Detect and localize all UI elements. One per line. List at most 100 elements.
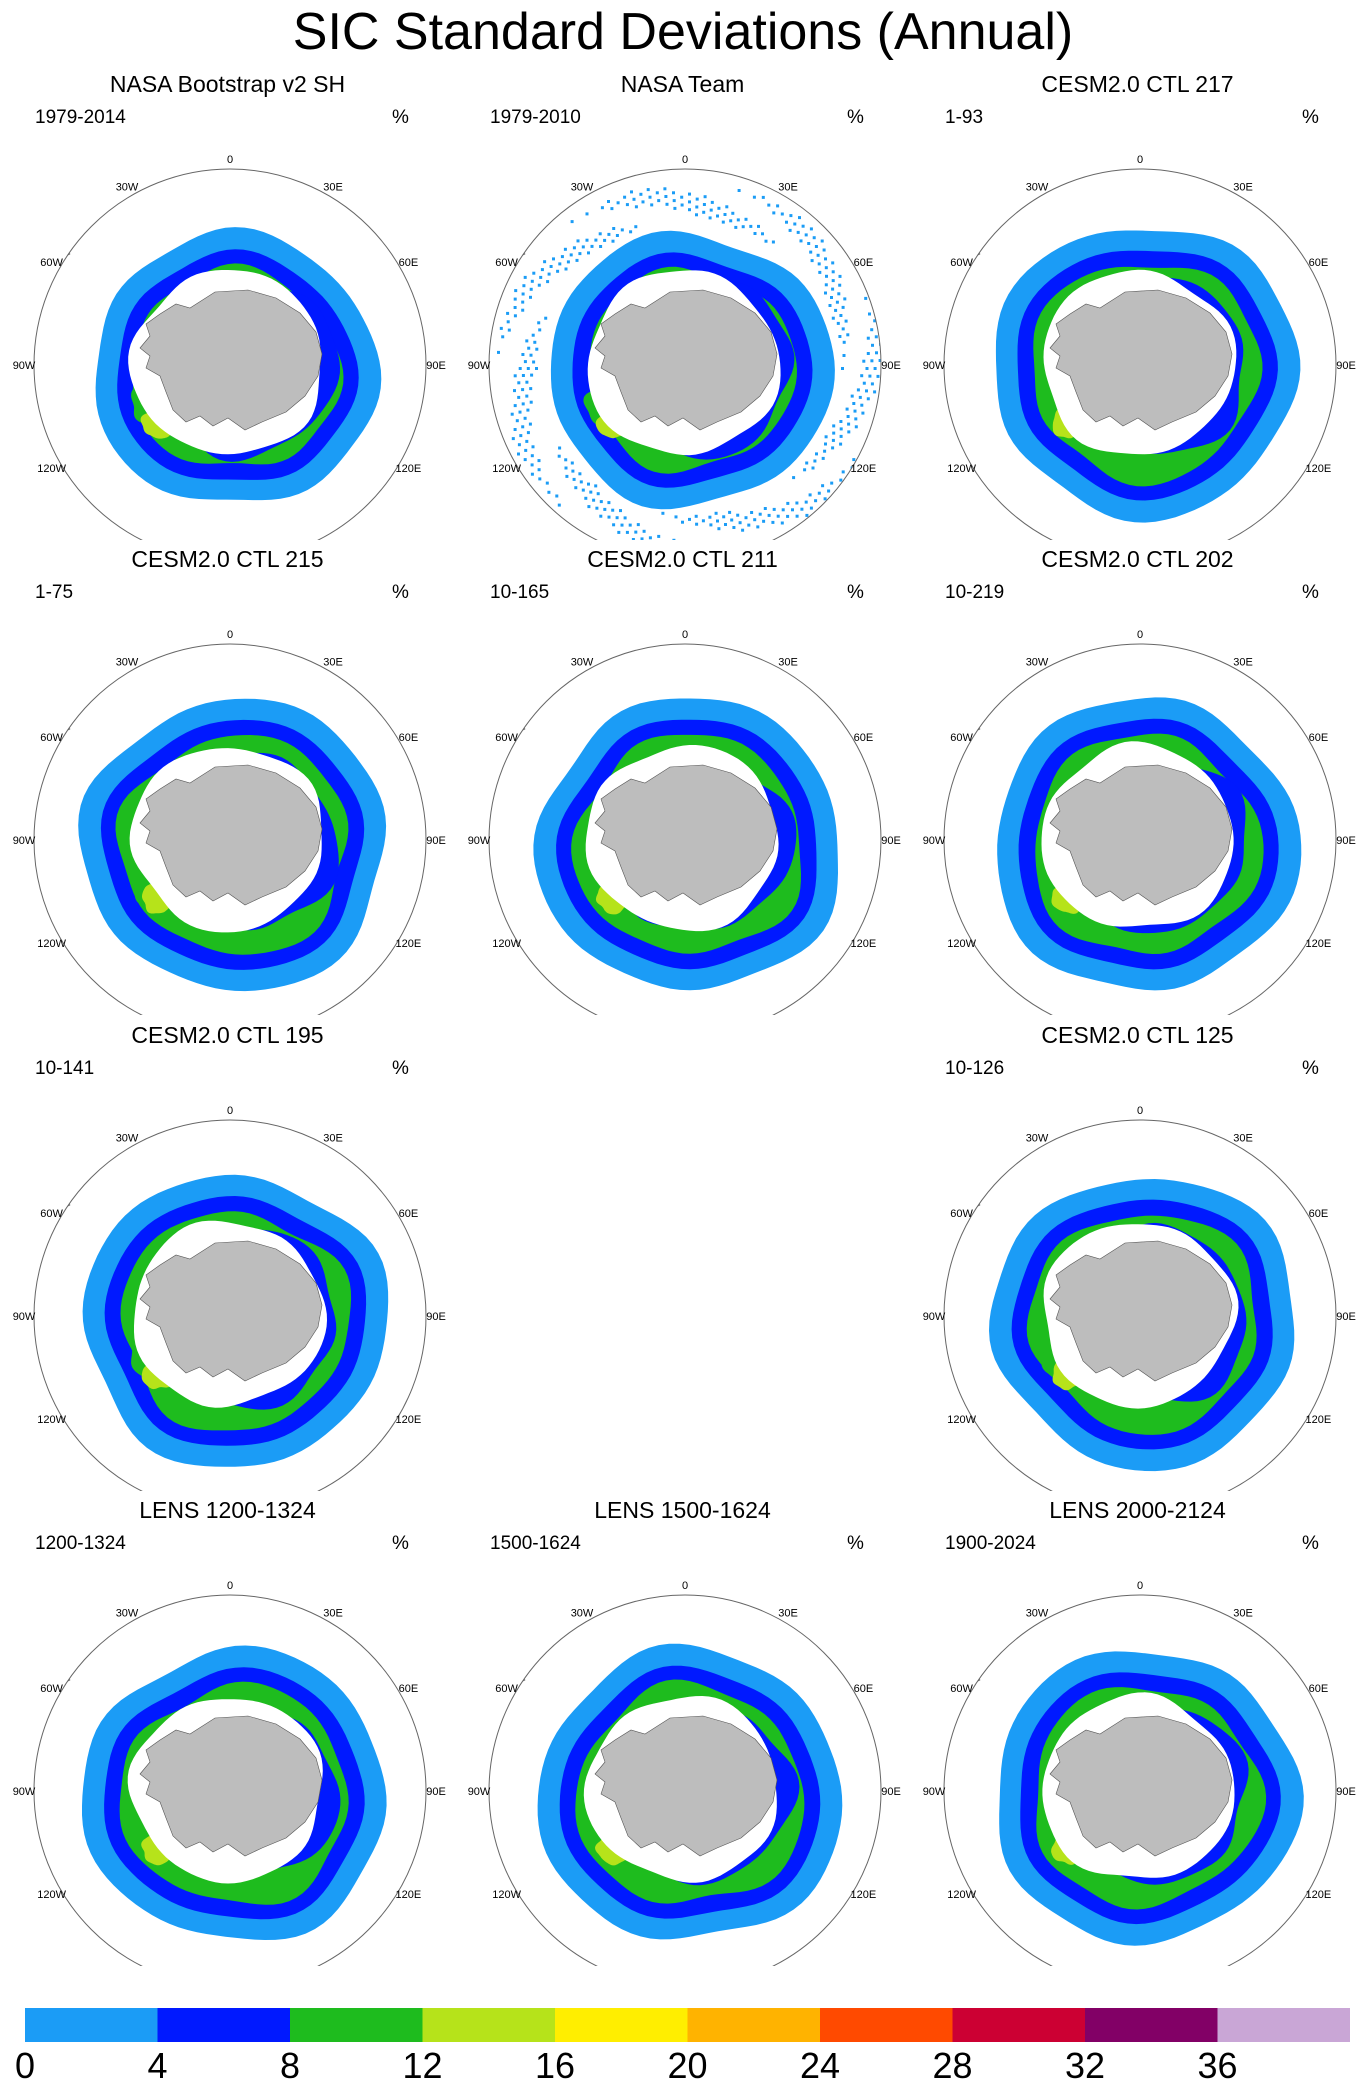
- sic-cell: [555, 494, 559, 498]
- longitude-label: 150W: [1023, 1964, 1052, 1966]
- sic-cell: [543, 260, 547, 264]
- sic-cell: [688, 208, 691, 212]
- longitude-label: 120E: [1306, 938, 1332, 950]
- sic-cell: [837, 292, 841, 296]
- sic-cell: [753, 232, 757, 235]
- sic-cell: [721, 220, 725, 224]
- sic-cell: [753, 518, 757, 522]
- longitude-label: 60W: [495, 732, 518, 744]
- sic-cell: [831, 270, 835, 274]
- sic-cell: [513, 374, 517, 378]
- longitude-label: 0: [1137, 1580, 1143, 1592]
- sic-cell: [809, 506, 813, 510]
- sic-cell: [831, 261, 835, 265]
- panel-nasa-team: NASA Team1979-2010%030E60E90E120E150E180…: [455, 70, 910, 540]
- sic-cell: [838, 283, 842, 287]
- longitude-label: 60E: [399, 1208, 419, 1220]
- antarctica-landmass: [139, 764, 323, 906]
- longitude-label: 90W: [13, 360, 36, 372]
- sic-cell: [646, 188, 650, 192]
- longitude-label: 90E: [881, 1786, 901, 1798]
- sic-cell: [598, 232, 602, 236]
- panel-period: 1900-2024: [945, 1533, 1036, 1554]
- sic-cell: [539, 275, 543, 279]
- sic-cell: [747, 523, 751, 527]
- sic-cell: [574, 486, 578, 490]
- antarctica-landmass: [139, 289, 323, 431]
- sic-cell: [674, 515, 678, 519]
- sic-cell: [854, 417, 858, 421]
- sic-cell: [657, 199, 661, 203]
- sic-cell: [835, 300, 839, 304]
- longitude-label: 90W: [468, 835, 491, 847]
- sic-cell: [758, 512, 762, 516]
- sic-cell: [650, 203, 654, 207]
- panel-title: CESM2.0 CTL 195: [131, 1022, 324, 1048]
- sic-cell: [816, 253, 820, 257]
- longitude-label: 0: [682, 1580, 688, 1592]
- sic-cell: [572, 246, 576, 250]
- sic-cell: [595, 506, 599, 510]
- longitude-label: 60W: [495, 1683, 518, 1695]
- longitude-label: 150W: [113, 1013, 142, 1015]
- sic-cell: [776, 514, 780, 518]
- sic-cell: [830, 296, 833, 299]
- sic-cell: [839, 434, 843, 438]
- longitude-label: 30E: [778, 182, 798, 194]
- longitude-label: 0: [1137, 154, 1143, 166]
- sic-cell: [761, 195, 765, 199]
- sic-cell: [538, 328, 542, 332]
- sic-cell: [838, 274, 842, 278]
- sic-cell: [871, 343, 874, 347]
- colorbar-tick-label: 24: [800, 2045, 840, 2082]
- sic-cell: [878, 359, 881, 362]
- longitude-label: 120W: [947, 463, 976, 475]
- sic-cell: [850, 394, 854, 398]
- sic-cell: [513, 306, 517, 309]
- panel-title: CESM2.0 CTL 217: [1041, 71, 1234, 97]
- longitude-label: 120E: [1306, 463, 1332, 475]
- sic-cell: [845, 407, 849, 411]
- sic-cell: [815, 452, 818, 456]
- sic-cell: [642, 529, 646, 533]
- sic-cell: [861, 411, 865, 415]
- sic-cell: [789, 214, 793, 218]
- sic-cell: [513, 389, 516, 393]
- sic-cell: [530, 454, 534, 458]
- longitude-label: 30W: [1026, 1133, 1049, 1145]
- sic-cell: [854, 425, 858, 429]
- sic-cell: [610, 207, 614, 211]
- sic-cell: [620, 523, 624, 527]
- sic-cell: [634, 225, 638, 229]
- sic-cell: [870, 382, 874, 386]
- panel-period: 10-219: [945, 582, 1005, 603]
- map-boundary: [943, 643, 1337, 1015]
- sic-cell: [672, 191, 675, 195]
- longitude-label: 150W: [113, 1964, 142, 1966]
- colorbar-tick-label: 0: [15, 2045, 35, 2082]
- panel-unit: %: [847, 582, 864, 603]
- sic-cell: [780, 521, 784, 525]
- south-america-landmass: [34, 227, 71, 261]
- sic-cell: [657, 534, 661, 538]
- sic-cell: [607, 200, 610, 203]
- sic-cell: [831, 287, 835, 291]
- longitude-label: 0: [227, 629, 233, 641]
- panel-unit: %: [392, 582, 409, 603]
- sic-cell: [499, 326, 503, 330]
- sic-cell: [531, 333, 535, 337]
- sic-cell: [664, 195, 668, 198]
- sic-cell: [611, 508, 615, 512]
- sic-cell: [856, 388, 860, 392]
- longitude-label: 30E: [323, 1133, 343, 1145]
- longitude-label: 90E: [1336, 1786, 1356, 1798]
- longitude-label: 120W: [947, 1889, 976, 1901]
- sic-cell: [521, 402, 525, 406]
- sic-cell: [521, 300, 525, 304]
- sic-cell: [596, 492, 600, 496]
- panel-unit: %: [1302, 1533, 1319, 1554]
- longitude-label: 60E: [1309, 1683, 1329, 1695]
- sic-cell: [873, 367, 877, 370]
- sic-cell: [786, 501, 790, 505]
- sic-cell: [841, 327, 845, 331]
